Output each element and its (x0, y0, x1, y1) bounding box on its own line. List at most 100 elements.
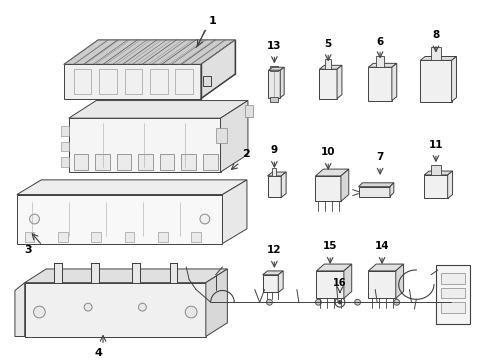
Polygon shape (391, 63, 396, 100)
Bar (124, 69, 142, 94)
Polygon shape (64, 40, 235, 64)
Polygon shape (64, 64, 201, 99)
Polygon shape (25, 283, 205, 337)
Polygon shape (17, 194, 222, 243)
Bar (440, 288, 464, 298)
Text: 3: 3 (25, 246, 32, 256)
Circle shape (200, 214, 209, 224)
Circle shape (185, 306, 197, 318)
Polygon shape (15, 283, 25, 337)
Polygon shape (423, 175, 447, 198)
Bar (175, 69, 193, 94)
Text: 13: 13 (266, 41, 281, 51)
Bar (150, 69, 167, 94)
Polygon shape (69, 118, 220, 172)
Polygon shape (222, 180, 246, 243)
Text: 14: 14 (374, 241, 388, 251)
Polygon shape (419, 57, 455, 60)
Bar (270, 96, 278, 102)
Bar (203, 76, 210, 86)
Polygon shape (367, 271, 395, 298)
Polygon shape (205, 269, 227, 337)
Polygon shape (316, 271, 343, 298)
Circle shape (266, 299, 272, 305)
Bar (117, 154, 131, 170)
Circle shape (34, 306, 45, 318)
Circle shape (138, 303, 146, 311)
Circle shape (84, 303, 92, 311)
Bar (268, 70, 280, 98)
Text: 2: 2 (242, 149, 249, 159)
Bar (124, 232, 134, 242)
Text: 12: 12 (266, 245, 281, 255)
Polygon shape (169, 263, 177, 283)
Polygon shape (315, 176, 340, 201)
Bar (91, 232, 101, 242)
Polygon shape (340, 169, 348, 201)
Bar (430, 165, 440, 175)
Bar (181, 154, 196, 170)
Circle shape (30, 214, 40, 224)
Bar (435, 265, 469, 324)
Bar (95, 154, 110, 170)
Bar (325, 59, 330, 69)
Text: 7: 7 (376, 152, 383, 162)
Text: 16: 16 (332, 278, 346, 288)
Circle shape (393, 299, 399, 305)
Polygon shape (358, 183, 393, 187)
Polygon shape (447, 171, 451, 198)
Text: 4: 4 (94, 348, 102, 358)
Polygon shape (319, 65, 341, 69)
Bar (138, 154, 153, 170)
Polygon shape (419, 60, 450, 102)
Polygon shape (319, 69, 336, 99)
Bar (99, 69, 117, 94)
Polygon shape (336, 65, 341, 99)
Circle shape (315, 299, 321, 305)
Text: 8: 8 (431, 30, 439, 40)
Text: 1: 1 (208, 16, 216, 26)
Text: 11: 11 (428, 140, 442, 149)
Bar (272, 168, 276, 176)
Bar (61, 157, 69, 167)
Polygon shape (315, 169, 348, 176)
Polygon shape (367, 63, 396, 67)
Bar (74, 154, 88, 170)
Polygon shape (367, 264, 403, 271)
Polygon shape (262, 275, 278, 292)
Polygon shape (267, 176, 281, 198)
Bar (440, 302, 464, 313)
Polygon shape (278, 271, 283, 292)
Bar (25, 232, 35, 242)
Polygon shape (316, 264, 351, 271)
Circle shape (334, 297, 344, 307)
Polygon shape (358, 187, 389, 197)
Polygon shape (17, 180, 246, 194)
Text: 10: 10 (320, 147, 335, 157)
Bar (203, 154, 217, 170)
Text: 15: 15 (322, 241, 337, 251)
Bar (158, 232, 167, 242)
Text: 9: 9 (270, 145, 277, 156)
Polygon shape (450, 57, 455, 102)
Bar (440, 273, 464, 284)
Circle shape (354, 299, 360, 305)
Polygon shape (132, 263, 140, 283)
Polygon shape (423, 171, 451, 175)
Polygon shape (201, 40, 235, 99)
Polygon shape (54, 263, 62, 283)
Polygon shape (280, 67, 284, 98)
Text: 5: 5 (324, 39, 331, 49)
Polygon shape (367, 67, 391, 100)
Bar (270, 66, 278, 71)
Polygon shape (268, 67, 284, 70)
Polygon shape (267, 172, 285, 176)
Bar (61, 126, 69, 136)
Circle shape (338, 301, 341, 304)
Polygon shape (220, 100, 247, 172)
Bar (430, 47, 440, 60)
Bar (160, 154, 174, 170)
Polygon shape (262, 271, 283, 275)
Bar (74, 69, 91, 94)
Polygon shape (389, 183, 393, 197)
